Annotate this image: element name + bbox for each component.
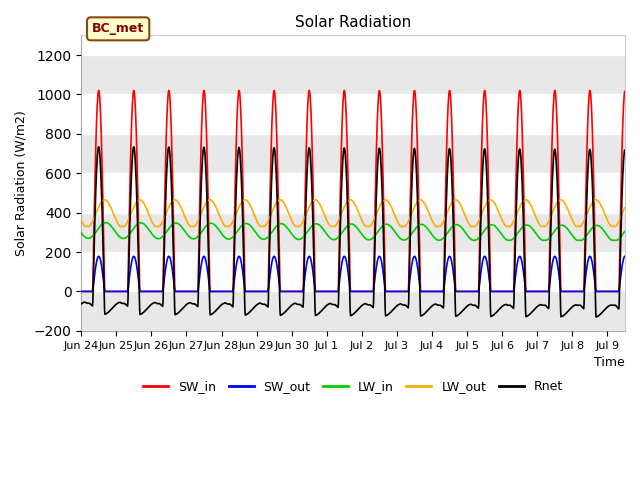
SW_in	[284, 288, 291, 294]
Line: SW_out: SW_out	[81, 256, 625, 291]
Bar	[81, 291, 625, 331]
Rnet	[95, 144, 102, 150]
Line: LW_out: LW_out	[81, 200, 625, 227]
Rnet	[77, 301, 85, 307]
LW_in	[435, 237, 442, 243]
Rnet	[175, 309, 183, 315]
Rnet	[234, 147, 242, 153]
LW_out	[186, 223, 193, 229]
SW_in	[234, 91, 242, 97]
Line: SW_in: SW_in	[81, 91, 625, 291]
Bar	[81, 134, 625, 173]
X-axis label: Time: Time	[595, 356, 625, 369]
SW_out	[175, 288, 183, 294]
Line: Rnet: Rnet	[81, 147, 625, 317]
Rnet	[549, 164, 557, 169]
LW_out	[489, 198, 497, 204]
LW_out	[81, 224, 89, 229]
SW_out	[77, 288, 85, 294]
Rnet	[489, 313, 497, 319]
LW_in	[284, 226, 291, 231]
LW_out	[550, 207, 557, 213]
Legend: SW_in, SW_out, LW_in, LW_out, Rnet: SW_in, SW_out, LW_in, LW_out, Rnet	[138, 375, 568, 398]
SW_in	[489, 288, 497, 294]
LW_out	[100, 197, 108, 203]
SW_out	[186, 288, 193, 294]
SW_out	[621, 253, 628, 259]
Line: LW_in: LW_in	[81, 223, 625, 240]
Bar	[81, 173, 625, 213]
LW_in	[175, 221, 183, 227]
LW_in	[550, 230, 557, 236]
SW_out	[284, 288, 291, 294]
LW_in	[621, 228, 628, 234]
SW_out	[489, 288, 497, 294]
SW_in	[77, 288, 85, 294]
LW_out	[621, 205, 628, 211]
LW_out	[284, 209, 292, 215]
Rnet	[284, 306, 291, 312]
Rnet	[592, 314, 600, 320]
Bar	[81, 252, 625, 291]
LW_out	[77, 217, 85, 223]
Text: BC_met: BC_met	[92, 23, 144, 36]
LW_out	[235, 205, 243, 211]
LW_in	[77, 230, 85, 236]
Title: Solar Radiation: Solar Radiation	[295, 15, 412, 30]
SW_out	[234, 254, 242, 260]
Y-axis label: Solar Radiation (W/m2): Solar Radiation (W/m2)	[15, 110, 28, 256]
SW_in	[95, 88, 102, 94]
LW_in	[489, 222, 497, 228]
SW_out	[549, 257, 557, 263]
SW_in	[186, 288, 193, 294]
SW_in	[175, 288, 183, 294]
SW_in	[549, 110, 557, 116]
LW_in	[102, 220, 109, 226]
SW_out	[95, 253, 102, 259]
Rnet	[621, 147, 628, 153]
LW_in	[234, 227, 242, 233]
Bar	[81, 213, 625, 252]
Rnet	[186, 300, 193, 306]
Bar	[81, 55, 625, 95]
LW_in	[186, 234, 193, 240]
Bar	[81, 95, 625, 134]
LW_out	[175, 202, 183, 207]
SW_in	[621, 88, 628, 94]
